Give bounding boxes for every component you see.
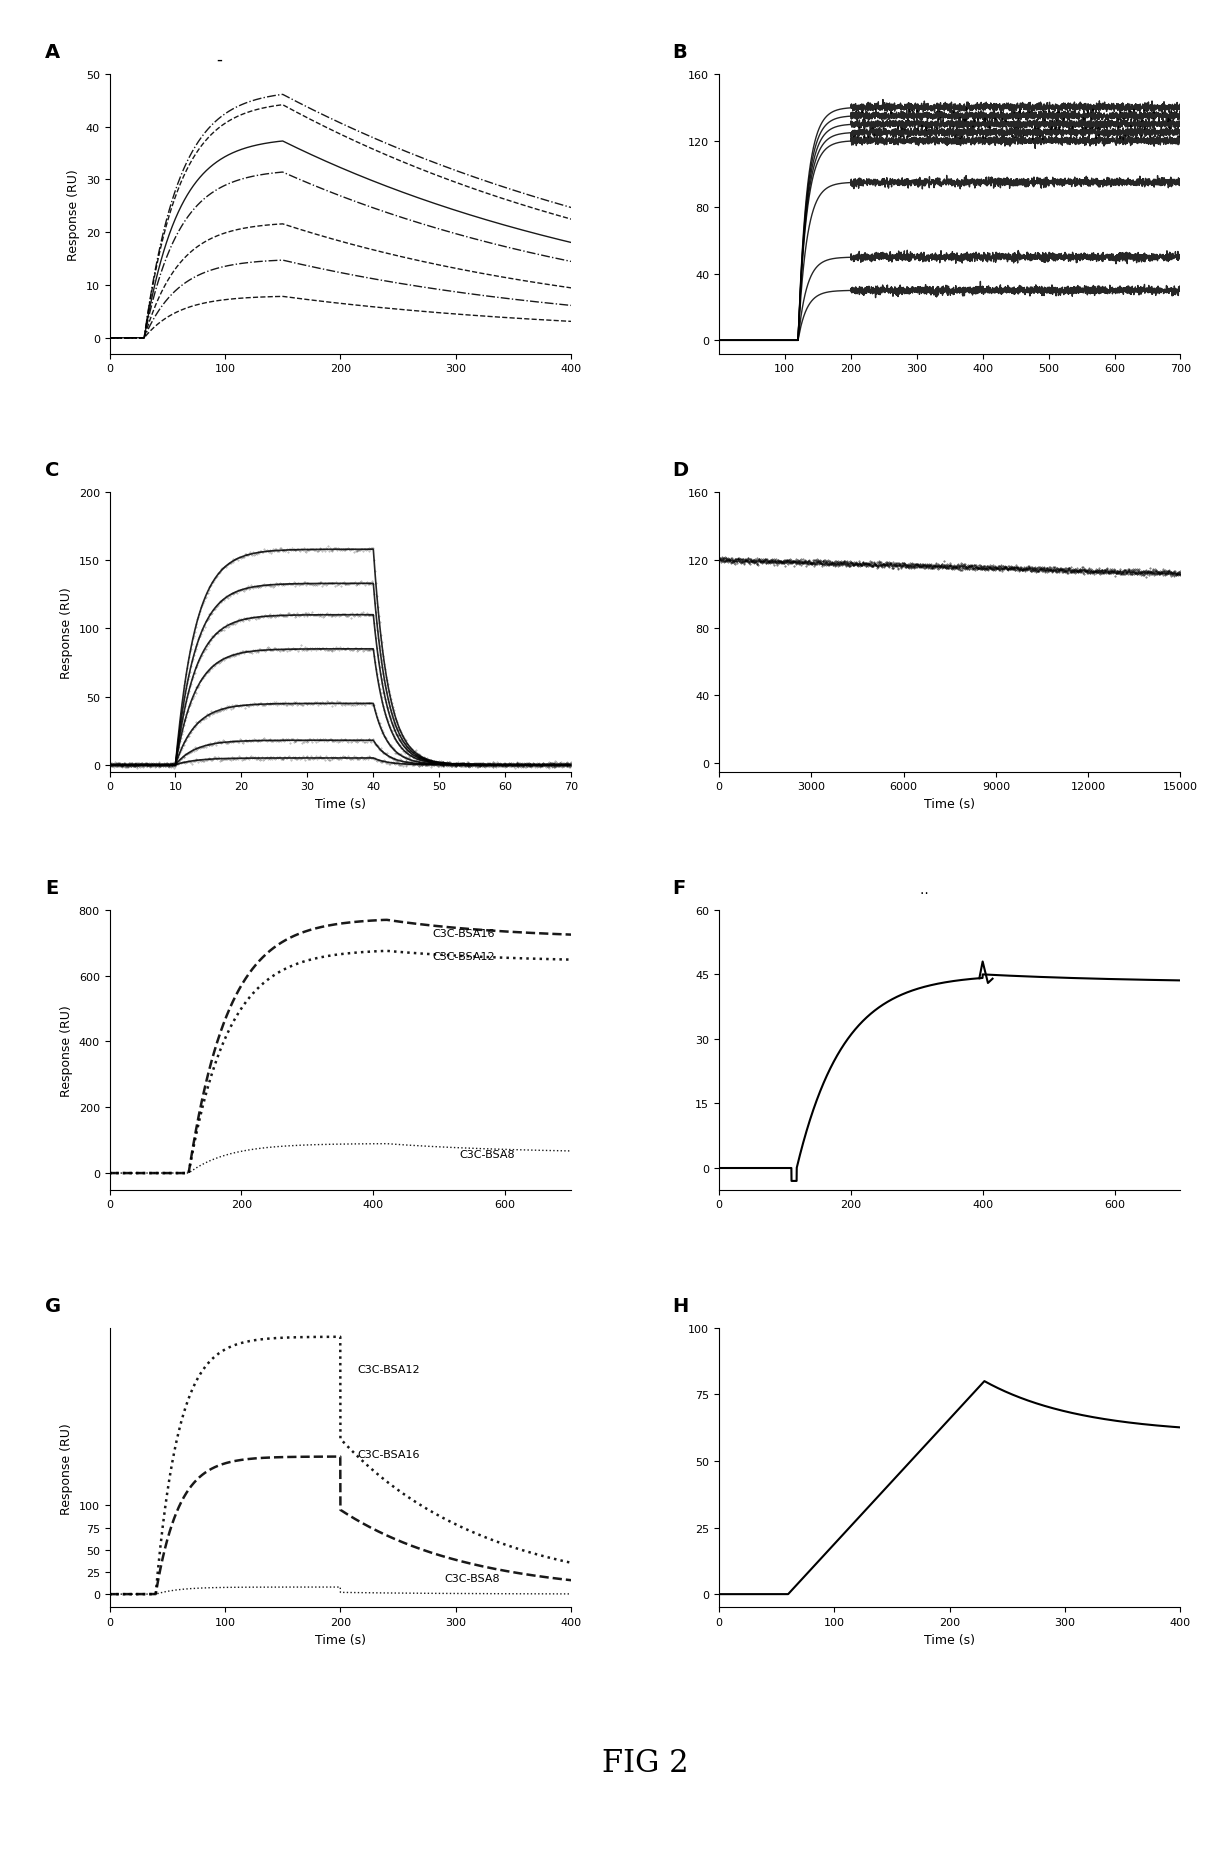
Text: H: H — [673, 1296, 689, 1315]
Y-axis label: Response (RU): Response (RU) — [60, 1004, 73, 1096]
Text: F: F — [673, 878, 686, 897]
Text: C3C-BSA12: C3C-BSA12 — [358, 1364, 420, 1375]
Text: C3C-BSA8: C3C-BSA8 — [444, 1573, 500, 1583]
X-axis label: Time (s): Time (s) — [924, 1633, 975, 1646]
Text: FIG 2: FIG 2 — [601, 1748, 689, 1777]
Text: A: A — [45, 43, 60, 62]
Text: -: - — [217, 51, 221, 69]
X-axis label: Time (s): Time (s) — [924, 798, 975, 811]
Text: ..: .. — [920, 882, 933, 897]
Text: E: E — [45, 878, 58, 897]
Y-axis label: Response (RU): Response (RU) — [60, 586, 73, 678]
Text: D: D — [673, 461, 689, 479]
Y-axis label: Response (RU): Response (RU) — [67, 169, 80, 260]
Text: B: B — [673, 43, 688, 62]
X-axis label: Time (s): Time (s) — [315, 1633, 366, 1646]
Text: C3C-BSA16: C3C-BSA16 — [358, 1448, 420, 1459]
Text: C3C-BSA12: C3C-BSA12 — [433, 951, 495, 961]
X-axis label: Time (s): Time (s) — [315, 798, 366, 811]
Text: G: G — [45, 1296, 61, 1315]
Text: C3C-BSA8: C3C-BSA8 — [459, 1148, 515, 1159]
Text: C3C-BSA16: C3C-BSA16 — [433, 929, 495, 938]
Y-axis label: Response (RU): Response (RU) — [61, 1422, 73, 1513]
Text: C: C — [45, 461, 60, 479]
